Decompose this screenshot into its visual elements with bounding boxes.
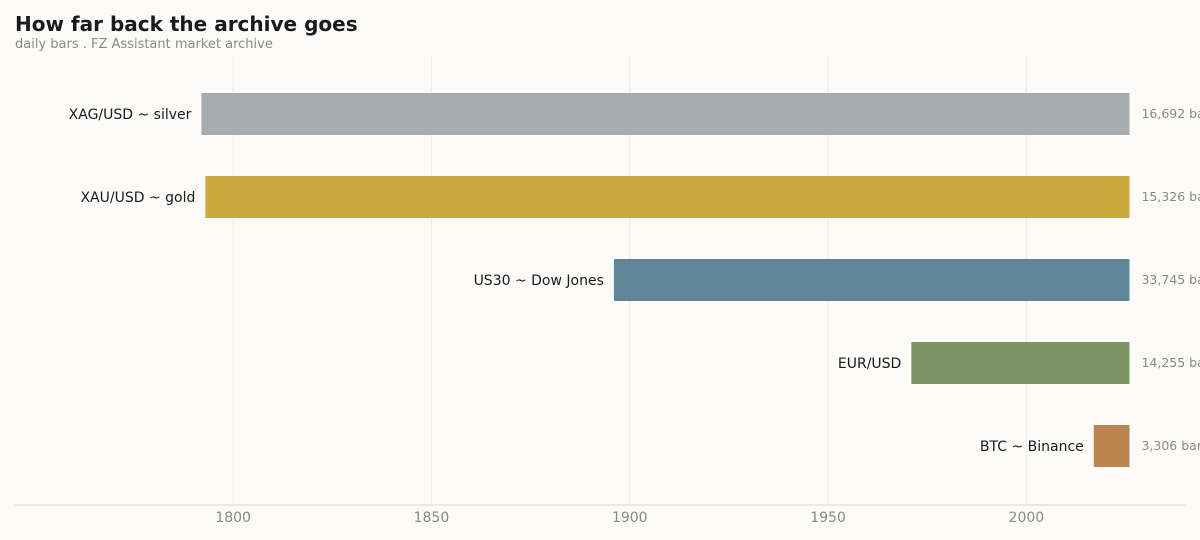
bar-2 xyxy=(613,259,1130,301)
bar-1 xyxy=(205,176,1130,218)
chart-subtitle: daily bars . FZ Assistant market archive xyxy=(15,37,273,52)
x-tick-label-1900: 1900 xyxy=(612,510,648,526)
bar-4 xyxy=(1093,425,1130,467)
chart-title: How far back the archive goes xyxy=(15,12,358,36)
bar-label-3: EUR/USD xyxy=(838,356,901,372)
bar-annotation-1: 15,326 bars from 1793 xyxy=(1141,189,1200,204)
bar-annotation-3: 14,255 bars from 1971 xyxy=(1141,355,1200,370)
bar-annotation-4: 3,306 bars from 2017 xyxy=(1141,438,1200,453)
x-tick-label-1950: 1950 xyxy=(810,510,846,526)
bar-label-1: XAU/USD ~ gold xyxy=(80,190,195,206)
x-tick-label-1800: 1800 xyxy=(215,510,251,526)
bar-label-4: BTC ~ Binance xyxy=(980,439,1084,455)
bar-3 xyxy=(911,342,1130,384)
bar-annotation-0: 16,692 bars from 1792 xyxy=(1141,106,1200,121)
x-axis: 1800 1850 1900 1950 2000 xyxy=(15,504,1185,526)
bar-annotation-2: 33,745 bars from 1896 xyxy=(1141,272,1200,287)
bar-label-2: US30 ~ Dow Jones xyxy=(474,273,604,289)
bar-label-0: XAG/USD ~ silver xyxy=(69,107,192,123)
x-tick-label-2000: 2000 xyxy=(1009,510,1045,526)
bar-0 xyxy=(201,93,1130,135)
bars: XAG/USD ~ silver 16,692 bars from 1792 XAU… xyxy=(69,93,1200,467)
x-tick-label-1850: 1850 xyxy=(414,510,450,526)
